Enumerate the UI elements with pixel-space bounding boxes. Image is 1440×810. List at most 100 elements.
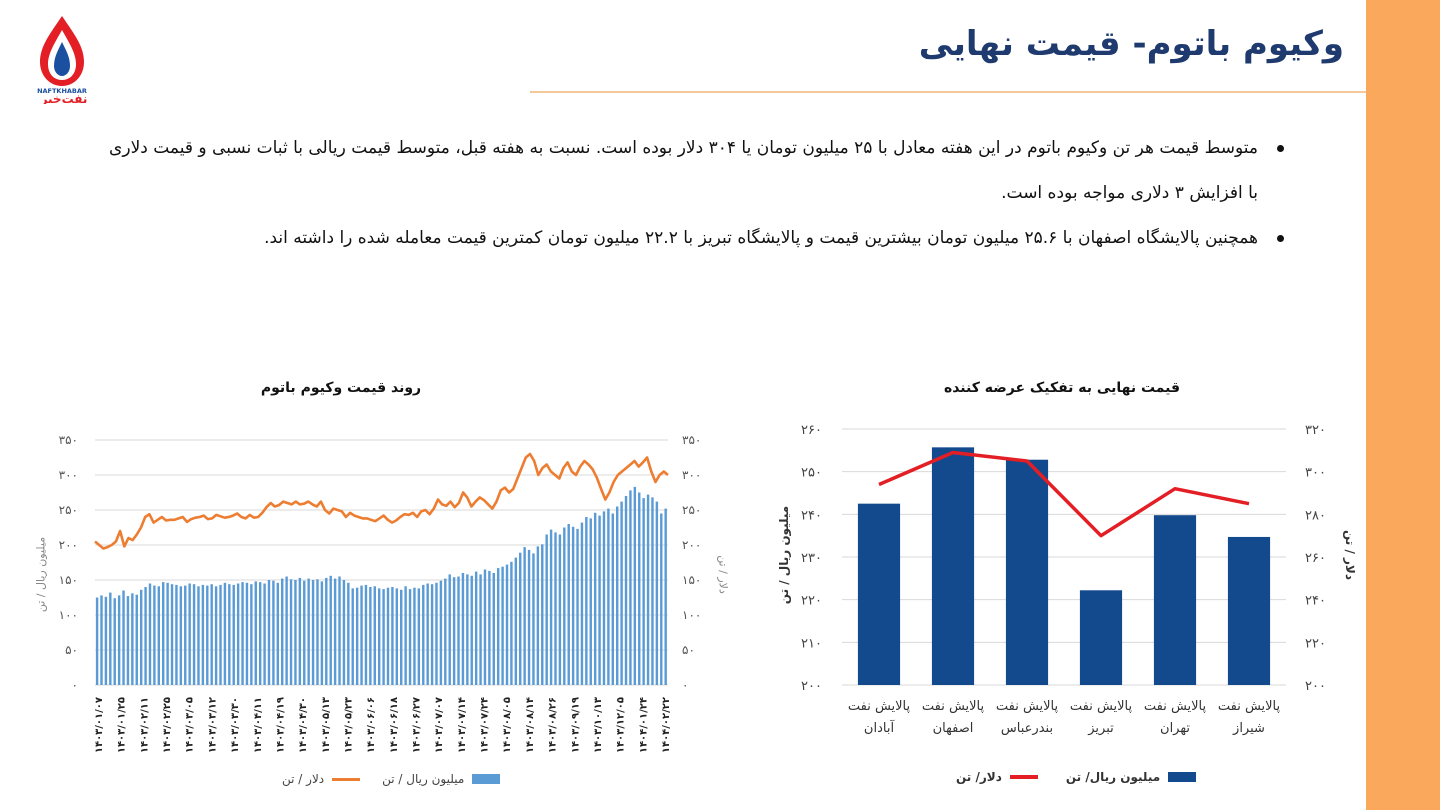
trend-x-tick: ۱۴۰۳/۰۶/۲۷ — [412, 697, 423, 753]
trend-bar — [505, 564, 509, 685]
trend-x-tick: ۱۴۰۳/۰۲/۱۱ — [139, 697, 150, 753]
trend-bar — [210, 584, 213, 685]
trend-bar — [263, 583, 266, 685]
trend-bar — [347, 582, 350, 685]
supplier-category-label: شیراز — [1232, 721, 1265, 736]
trend-bar — [563, 527, 566, 685]
trend-bar — [519, 552, 522, 685]
trend-x-tick: ۱۴۰۳/۰۵/۲۳ — [343, 697, 354, 753]
trend-bar — [338, 576, 341, 685]
trend-bar — [250, 584, 253, 685]
trend-bar — [576, 528, 579, 685]
trend-bar — [276, 582, 280, 685]
trend-x-tick: ۱۴۰۳/۰۶/۰۶ — [366, 697, 377, 753]
supplier-y2-tick: ۲۴۰ — [1305, 594, 1326, 609]
naftkhabar-logo: NAFTKHABAR نفت‌خبر — [37, 16, 88, 104]
summary-bullets: متوسط قیمت هر تن وکیوم باتوم در این هفته… — [102, 126, 1292, 261]
trend-bar — [382, 589, 385, 685]
trend-y2-tick: ۲۰۰ — [682, 538, 701, 552]
trend-y2-tick: ۳۵۰ — [682, 433, 701, 447]
trend-bar — [404, 586, 407, 685]
trend-bar — [408, 589, 412, 685]
trend-y-tick: ۵۰ — [65, 643, 78, 657]
trend-bar — [527, 549, 531, 685]
trend-bar — [325, 577, 328, 685]
legend-label-dollar: دلار / تن — [282, 772, 325, 786]
logo-text-en: NAFTKHABAR — [37, 87, 87, 95]
trend-bar — [117, 595, 121, 685]
trend-x-tick: ۱۴۰۴/۰۲/۲۲ — [661, 697, 672, 753]
trend-bar — [444, 578, 447, 685]
supplier-category-label: تهران — [1160, 721, 1190, 736]
trend-bar — [496, 568, 500, 685]
supplier-y2-tick: ۲۰۰ — [1305, 679, 1326, 694]
trend-bar — [391, 587, 394, 685]
supplier-category-label: پالایش نفت — [922, 699, 985, 714]
trend-bar — [157, 586, 161, 685]
supplier-y-tick: ۲۴۰ — [801, 508, 822, 523]
trend-bar — [417, 588, 421, 685]
supplier-y-tick: ۲۱۰ — [801, 636, 822, 651]
trend-bar — [523, 547, 526, 685]
trend-bar — [219, 584, 222, 685]
trend-bar — [660, 513, 663, 685]
supplier-y-tick: ۲۳۰ — [801, 551, 822, 566]
trend-bar — [629, 490, 632, 685]
trend-bar — [175, 584, 178, 685]
trend-bar — [452, 577, 456, 685]
trend-bar — [598, 515, 601, 685]
trend-bar — [311, 580, 315, 685]
trend-bar — [236, 583, 240, 685]
trend-bar — [536, 546, 540, 685]
trend-bar — [479, 574, 482, 685]
trend-x-tick: ۱۴۰۳/۰۹/۱۹ — [570, 697, 581, 753]
trend-bar — [395, 588, 399, 685]
trend-bar — [571, 526, 575, 685]
legend-label-rial: میلیون ریال/ تن — [1065, 770, 1161, 784]
trend-bar — [281, 578, 284, 685]
trend-bar — [655, 501, 659, 685]
trend-bar — [360, 585, 363, 685]
trend-bar — [483, 569, 487, 685]
supplier-y-tick: ۲۶۰ — [801, 423, 822, 438]
trend-bar — [294, 580, 297, 685]
trend-bar — [488, 570, 491, 685]
supplier-category-label: بندرعباس — [1001, 721, 1053, 736]
bullet-item: متوسط قیمت هر تن وکیوم باتوم در این هفته… — [102, 126, 1292, 216]
trend-bar — [166, 582, 169, 685]
trend-bar — [100, 595, 103, 685]
trend-x-tick: ۱۴۰۳/۰۸/۰۵ — [502, 697, 513, 753]
trend-bar — [232, 584, 235, 685]
supplier-chart-title: قیمت نهایی به تفکیک عرضه کننده — [943, 380, 1181, 396]
trend-bar — [611, 513, 615, 685]
trend-bar — [461, 573, 465, 685]
trend-bar — [620, 501, 623, 685]
trend-bar — [373, 586, 376, 685]
accent-side-bar — [1366, 0, 1440, 810]
trend-x-tick: ۱۴۰۳/۰۷/۲۴ — [480, 697, 491, 753]
trend-bar — [351, 588, 354, 685]
supplier-category-label: تبریز — [1087, 721, 1114, 736]
supplier-y2-tick: ۲۸۰ — [1305, 508, 1326, 523]
trend-x-tick: ۱۴۰۳/۰۷/۱۴ — [457, 697, 468, 753]
trend-bar — [188, 583, 191, 685]
supplier-category-label: پالایش نفت — [848, 699, 911, 714]
logo-text-fa: نفت‌خبر — [40, 92, 88, 104]
trend-bar — [492, 573, 495, 685]
trend-bar — [624, 496, 628, 685]
trend-bar — [448, 574, 451, 685]
trend-bar — [104, 596, 108, 685]
legend-swatch-bar — [472, 774, 501, 784]
trend-bar — [602, 511, 606, 685]
trend-bar — [457, 576, 460, 685]
trend-bar — [651, 497, 654, 685]
trend-x-tick: ۱۴۰۳/۱۲/۰۵ — [616, 697, 627, 753]
trend-bar — [95, 597, 99, 685]
trend-bar — [386, 587, 390, 685]
trend-bar — [510, 561, 513, 685]
trend-bar — [289, 579, 293, 685]
trend-bar — [545, 534, 548, 685]
trend-bar — [303, 580, 306, 685]
trend-bar — [422, 584, 425, 685]
trend-bar — [549, 529, 553, 685]
